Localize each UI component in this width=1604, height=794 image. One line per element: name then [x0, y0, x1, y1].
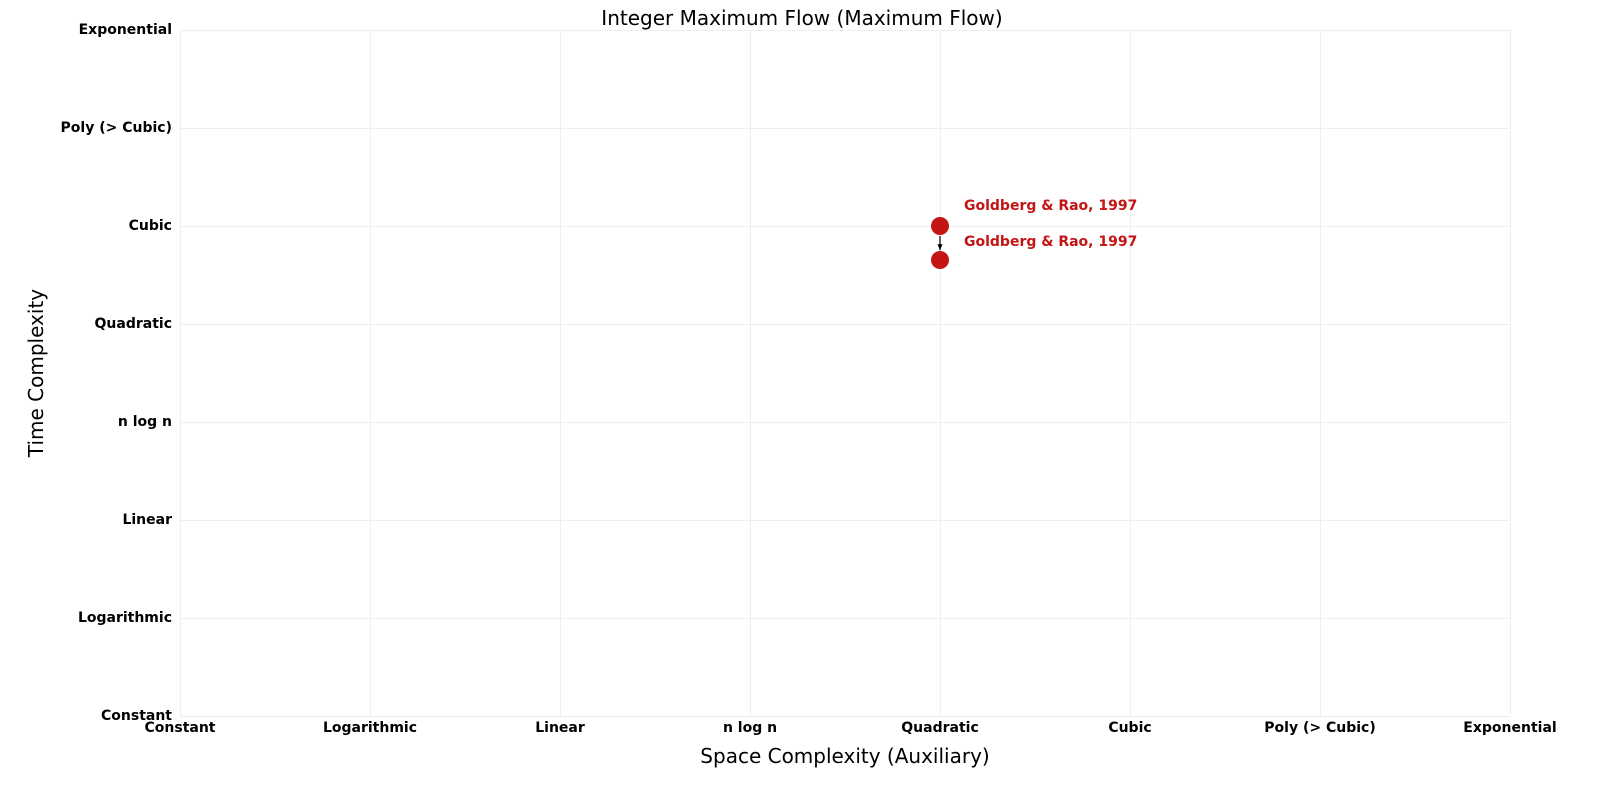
arrows-layer — [180, 30, 1510, 716]
data-point — [931, 251, 949, 269]
y-tick-label: Poly (> Cubic) — [61, 120, 172, 136]
x-axis-label: Space Complexity (Auxiliary) — [700, 744, 989, 768]
x-tick-label: n log n — [723, 720, 777, 736]
x-gridline — [1510, 30, 1511, 716]
x-tick-label: Poly (> Cubic) — [1264, 720, 1375, 736]
y-gridline — [180, 128, 1510, 129]
x-gridline — [370, 30, 371, 716]
y-gridline — [180, 226, 1510, 227]
y-gridline — [180, 716, 1510, 717]
data-point — [931, 217, 949, 235]
y-tick-label: Logarithmic — [78, 610, 172, 626]
chart-title: Integer Maximum Flow (Maximum Flow) — [601, 6, 1002, 30]
x-gridline — [560, 30, 561, 716]
y-gridline — [180, 324, 1510, 325]
x-tick-label: Quadratic — [901, 720, 978, 736]
plot-area: ConstantConstantLogarithmicLogarithmicLi… — [180, 30, 1510, 716]
y-gridline — [180, 618, 1510, 619]
y-tick-label: Linear — [122, 512, 172, 528]
y-gridline — [180, 30, 1510, 31]
y-gridline — [180, 422, 1510, 423]
x-gridline — [180, 30, 181, 716]
x-tick-label: Exponential — [1463, 720, 1556, 736]
y-tick-label: Constant — [101, 708, 172, 724]
x-tick-label: Logarithmic — [323, 720, 417, 736]
x-tick-label: Cubic — [1108, 720, 1151, 736]
y-tick-label: Exponential — [79, 22, 172, 38]
x-gridline — [750, 30, 751, 716]
y-tick-label: Quadratic — [95, 316, 172, 332]
x-gridline — [1320, 30, 1321, 716]
x-gridline — [940, 30, 941, 716]
y-tick-label: Cubic — [129, 218, 172, 234]
y-gridline — [180, 520, 1510, 521]
y-axis-label: Time Complexity — [24, 289, 48, 457]
data-point-label: Goldberg & Rao, 1997 — [964, 198, 1137, 214]
x-gridline — [1130, 30, 1131, 716]
y-tick-label: n log n — [118, 414, 172, 430]
x-tick-label: Linear — [535, 720, 585, 736]
data-point-label: Goldberg & Rao, 1997 — [964, 234, 1137, 250]
